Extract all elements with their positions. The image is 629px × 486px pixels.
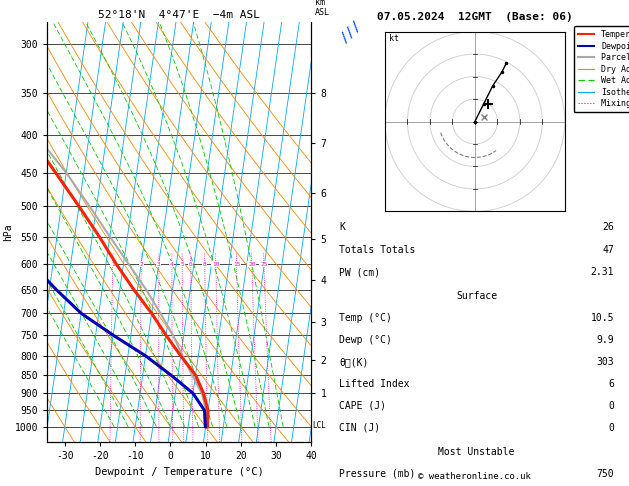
Text: 8: 8 — [203, 262, 206, 267]
Text: 0: 0 — [608, 401, 614, 411]
Text: Totals Totals: Totals Totals — [339, 245, 415, 255]
Text: LCL: LCL — [313, 421, 326, 430]
Text: 15: 15 — [233, 262, 240, 267]
Text: Dewp (°C): Dewp (°C) — [339, 335, 392, 345]
Text: 6: 6 — [189, 262, 192, 267]
Text: 25: 25 — [260, 262, 268, 267]
Text: 3: 3 — [157, 262, 161, 267]
Text: 10: 10 — [212, 262, 220, 267]
Text: CIN (J): CIN (J) — [339, 423, 380, 433]
Text: 0: 0 — [608, 423, 614, 433]
Text: 2.31: 2.31 — [591, 267, 614, 277]
Text: θᴇ(K): θᴇ(K) — [339, 357, 369, 367]
Text: Temp (°C): Temp (°C) — [339, 313, 392, 323]
Text: 47: 47 — [602, 245, 614, 255]
Text: Pressure (mb): Pressure (mb) — [339, 469, 415, 479]
Text: 07.05.2024  12GMT  (Base: 06): 07.05.2024 12GMT (Base: 06) — [377, 12, 573, 22]
Text: 5: 5 — [181, 262, 184, 267]
Title: 52°18'N  4°47'E  −4m ASL: 52°18'N 4°47'E −4m ASL — [98, 10, 260, 20]
Text: ///: /// — [337, 18, 364, 45]
Text: km
ASL: km ASL — [314, 0, 330, 17]
Text: 9.9: 9.9 — [596, 335, 614, 345]
Text: Surface: Surface — [456, 291, 497, 301]
Text: 303: 303 — [596, 357, 614, 367]
Text: CAPE (J): CAPE (J) — [339, 401, 386, 411]
Text: Lifted Index: Lifted Index — [339, 379, 409, 389]
Text: Most Unstable: Most Unstable — [438, 447, 515, 457]
Text: kt: kt — [389, 34, 399, 43]
X-axis label: Dewpoint / Temperature (°C): Dewpoint / Temperature (°C) — [95, 467, 264, 477]
Text: 2: 2 — [140, 262, 143, 267]
Text: K: K — [339, 223, 345, 232]
Text: 4: 4 — [170, 262, 174, 267]
Text: © weatheronline.co.uk: © weatheronline.co.uk — [418, 472, 532, 481]
Text: 26: 26 — [602, 223, 614, 232]
Text: 10.5: 10.5 — [591, 313, 614, 323]
Y-axis label: hPa: hPa — [3, 223, 13, 241]
Text: 20: 20 — [248, 262, 255, 267]
Text: 1: 1 — [111, 262, 114, 267]
Legend: Temperature, Dewpoint, Parcel Trajectory, Dry Adiabat, Wet Adiabat, Isotherm, Mi: Temperature, Dewpoint, Parcel Trajectory… — [574, 26, 629, 112]
Text: PW (cm): PW (cm) — [339, 267, 380, 277]
Text: 6: 6 — [608, 379, 614, 389]
Text: 750: 750 — [596, 469, 614, 479]
